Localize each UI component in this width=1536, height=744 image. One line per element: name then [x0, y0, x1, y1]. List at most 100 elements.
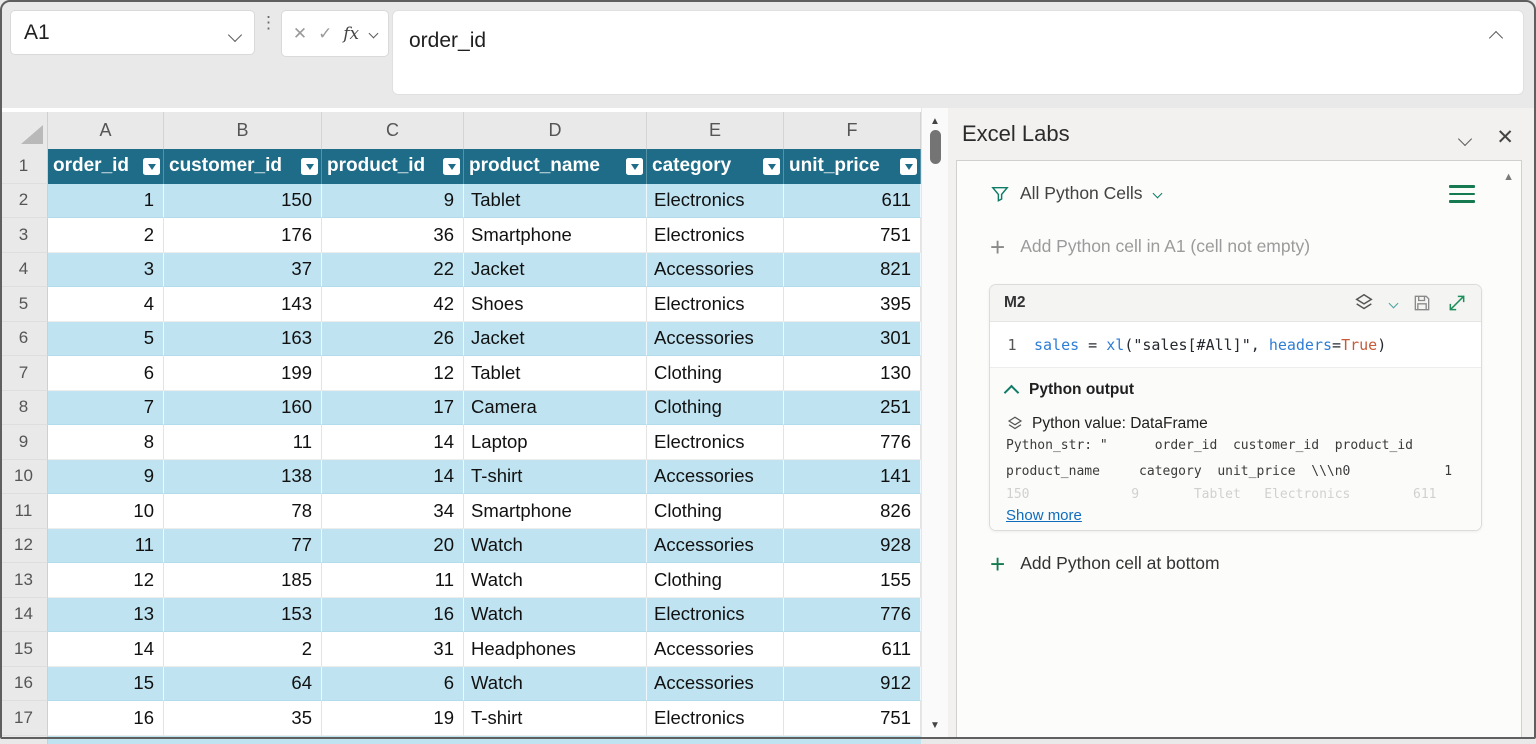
- cell[interactable]: 611: [784, 183, 921, 218]
- cell[interactable]: Tablet: [464, 356, 647, 391]
- cell[interactable]: Electronics: [647, 218, 784, 253]
- expand-icon[interactable]: [1447, 293, 1467, 313]
- cell[interactable]: 751: [784, 218, 921, 253]
- cell[interactable]: Accessories: [647, 459, 784, 494]
- row-header-14[interactable]: 14: [0, 597, 48, 632]
- row-header-8[interactable]: 8: [0, 390, 48, 425]
- scrollbar-thumb[interactable]: [930, 130, 941, 164]
- cell[interactable]: 8: [48, 425, 164, 460]
- cell[interactable]: 928: [784, 528, 921, 563]
- cell[interactable]: 10: [48, 494, 164, 529]
- cell[interactable]: 31: [322, 632, 464, 667]
- column-header-D[interactable]: D: [464, 112, 647, 149]
- table-header-cell-category[interactable]: category: [647, 149, 784, 184]
- cell[interactable]: 2: [164, 632, 322, 667]
- cell[interactable]: Accessories: [647, 321, 784, 356]
- filter-dropdown-button[interactable]: [626, 158, 643, 175]
- code-editor-row[interactable]: 1 sales = xl("sales[#All]", headers=True…: [990, 322, 1481, 368]
- cell[interactable]: Shoes: [464, 287, 647, 322]
- cell[interactable]: 130: [784, 356, 921, 391]
- cell[interactable]: 13: [48, 597, 164, 632]
- cell[interactable]: 16: [322, 597, 464, 632]
- row-header-15[interactable]: 15: [0, 632, 48, 667]
- cell[interactable]: 3: [48, 252, 164, 287]
- filter-dropdown-button[interactable]: [443, 158, 460, 175]
- row-header-6[interactable]: 6: [0, 321, 48, 356]
- cell[interactable]: 163: [164, 321, 322, 356]
- cell[interactable]: 153: [164, 597, 322, 632]
- panel-scroll-up-icon[interactable]: ▲: [1503, 171, 1514, 183]
- cell[interactable]: 176: [164, 218, 322, 253]
- row-header-9[interactable]: 9: [0, 425, 48, 460]
- cell[interactable]: 6: [322, 666, 464, 701]
- column-header-A[interactable]: A: [48, 112, 164, 149]
- confirm-entry-icon[interactable]: ✓: [318, 23, 333, 43]
- cell[interactable]: 14: [322, 459, 464, 494]
- sheet-vertical-scrollbar[interactable]: ▲ ▼: [921, 108, 948, 739]
- cell[interactable]: 199: [164, 356, 322, 391]
- cell[interactable]: 11: [48, 528, 164, 563]
- scroll-up-icon[interactable]: ▲: [930, 116, 940, 127]
- row-header-7[interactable]: 7: [0, 356, 48, 391]
- panel-collapse-chevron-icon[interactable]: [1457, 131, 1473, 147]
- column-header-E[interactable]: E: [647, 112, 784, 149]
- row-header-17[interactable]: 17: [0, 701, 48, 736]
- cell[interactable]: Electronics: [647, 287, 784, 322]
- cell[interactable]: 776: [784, 425, 921, 460]
- cell[interactable]: 912: [784, 666, 921, 701]
- filter-dropdown-button[interactable]: [900, 158, 917, 175]
- python-output-header[interactable]: Python output: [1003, 381, 1465, 400]
- panel-close-icon[interactable]: ✕: [1496, 126, 1514, 149]
- filter-dropdown-button[interactable]: [763, 158, 780, 175]
- kebab-menu-icon[interactable]: ⋮: [260, 13, 277, 32]
- cell[interactable]: 776: [784, 597, 921, 632]
- cell[interactable]: 37: [164, 252, 322, 287]
- cell[interactable]: 7: [48, 390, 164, 425]
- row-header-11[interactable]: 11: [0, 494, 48, 529]
- cell[interactable]: Accessories: [647, 528, 784, 563]
- cell[interactable]: 64: [164, 666, 322, 701]
- cell[interactable]: Accessories: [647, 632, 784, 667]
- row-header-16[interactable]: 16: [0, 666, 48, 701]
- cell[interactable]: 34: [322, 494, 464, 529]
- cell[interactable]: 35: [164, 701, 322, 736]
- row-header-18[interactable]: [0, 735, 48, 744]
- cell[interactable]: Laptop: [464, 425, 647, 460]
- cell[interactable]: 15: [48, 666, 164, 701]
- layers-icon[interactable]: [1353, 292, 1375, 314]
- cell[interactable]: 160: [164, 390, 322, 425]
- cell[interactable]: 14: [48, 632, 164, 667]
- column-header-F[interactable]: F: [784, 112, 921, 149]
- cell[interactable]: Watch: [464, 666, 647, 701]
- cell[interactable]: Camera: [464, 390, 647, 425]
- cell[interactable]: 301: [784, 321, 921, 356]
- cell[interactable]: 751: [784, 701, 921, 736]
- cell[interactable]: 26: [322, 321, 464, 356]
- python-cells-filter[interactable]: All Python Cells: [991, 183, 1163, 204]
- cell[interactable]: 9: [322, 183, 464, 218]
- cell[interactable]: 155: [784, 563, 921, 598]
- name-box[interactable]: A1: [10, 10, 255, 55]
- cell[interactable]: 36: [322, 218, 464, 253]
- cell[interactable]: 5: [48, 321, 164, 356]
- cell[interactable]: Watch: [464, 563, 647, 598]
- cell[interactable]: 1: [48, 183, 164, 218]
- column-header-C[interactable]: C: [322, 112, 464, 149]
- row-header-10[interactable]: 10: [0, 459, 48, 494]
- cell[interactable]: 395: [784, 287, 921, 322]
- cell[interactable]: Headphones: [464, 632, 647, 667]
- fx-chevron-icon[interactable]: [368, 28, 379, 39]
- cell[interactable]: Accessories: [647, 252, 784, 287]
- row-header-2[interactable]: 2: [0, 183, 48, 218]
- cell[interactable]: Watch: [464, 528, 647, 563]
- cell[interactable]: 150: [164, 183, 322, 218]
- row-header-3[interactable]: 3: [0, 218, 48, 253]
- cell[interactable]: 22: [322, 252, 464, 287]
- cell[interactable]: 826: [784, 494, 921, 529]
- name-box-chevron-icon[interactable]: [227, 27, 243, 43]
- cell-type-chevron-icon[interactable]: [1388, 298, 1399, 308]
- cell[interactable]: 2: [48, 218, 164, 253]
- cell[interactable]: 138: [164, 459, 322, 494]
- cell[interactable]: Watch: [464, 597, 647, 632]
- table-header-cell-product_name[interactable]: product_name: [464, 149, 647, 184]
